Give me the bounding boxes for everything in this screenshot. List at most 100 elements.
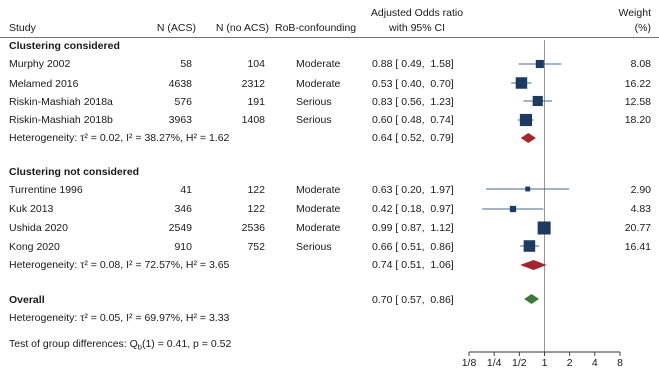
- overall-diamond: [524, 294, 540, 304]
- n-acs-value: 41: [180, 184, 192, 196]
- study-name: Kong 2020: [9, 241, 60, 253]
- rob-value: Serious: [296, 241, 332, 253]
- n-acs-value: 58: [180, 58, 192, 70]
- study-marker: [509, 205, 517, 213]
- study-marker: [532, 95, 543, 107]
- or-ci-text: 0.66 [ 0.51, 0.86]: [372, 241, 454, 253]
- x-tick-label: 1/2: [512, 357, 527, 368]
- study-name: Murphy 2002: [9, 58, 70, 70]
- header-rob: RoB-confounding: [275, 22, 356, 34]
- header-n-acs: N (ACS): [157, 22, 196, 34]
- x-tick-label: 1: [542, 357, 548, 368]
- study-row: Kuk 2013 346 122 Moderate 0.42 [ 0.18, 0…: [9, 203, 651, 215]
- overall-or-ci-text: 0.70 [ 0.57, 0.86]: [372, 294, 454, 306]
- weight-value: 8.08: [631, 58, 652, 70]
- rob-value: Moderate: [296, 78, 341, 90]
- n-acs-value: 3963: [169, 114, 193, 126]
- or-ci-text: 0.42 [ 0.18, 0.97]: [372, 203, 454, 215]
- x-tick-label: 1/4: [487, 357, 502, 368]
- or-ci-text: 0.99 [ 0.87, 1.12]: [372, 222, 454, 234]
- rob-value: Moderate: [296, 222, 341, 234]
- group-differences-test: Test of group differences: Qb(1) = 0.41,…: [9, 338, 231, 352]
- x-axis: 1/8 1/4 1/2 1 2 4 8: [462, 351, 623, 368]
- study-name: Melamed 2016: [9, 78, 79, 90]
- study-name: Ushida 2020: [9, 222, 68, 234]
- pooled-or-ci-text: 0.74 [ 0.51, 1.06]: [372, 259, 454, 271]
- rob-value: Moderate: [296, 184, 341, 196]
- group-test-prefix: Test of group differences: Q: [9, 338, 138, 350]
- rob-value: Moderate: [296, 203, 341, 215]
- study-marker: [515, 77, 528, 89]
- weight-value: 16.22: [625, 78, 651, 90]
- weight-value: 16.41: [625, 241, 651, 253]
- header-or-line2: with 95% CI: [388, 22, 445, 34]
- x-tick-label: 8: [617, 357, 623, 368]
- n-no-acs-value: 122: [247, 184, 265, 196]
- n-no-acs-value: 104: [247, 58, 265, 70]
- weight-value: 12.58: [625, 96, 651, 108]
- heterogeneity-row: Heterogeneity: τ² = 0.02, I² = 38.27%, H…: [9, 132, 454, 144]
- study-marker: [525, 186, 531, 192]
- study-marker: [523, 240, 536, 252]
- group-title: Clustering considered: [9, 40, 120, 52]
- plot-area: [482, 40, 570, 352]
- n-acs-value: 4638: [169, 78, 193, 90]
- n-acs-value: 346: [174, 203, 192, 215]
- study-row: Ushida 2020 2549 2536 Moderate 0.99 [ 0.…: [9, 222, 651, 234]
- weight-value: 20.77: [625, 222, 651, 234]
- header-or-line1: Adjusted Odds ratio: [371, 7, 463, 19]
- header-weight-line1: Weight: [619, 7, 652, 19]
- or-ci-text: 0.53 [ 0.40, 0.70]: [372, 78, 454, 90]
- study-row: Turrentine 1996 41 122 Moderate 0.63 [ 0…: [9, 184, 651, 196]
- n-no-acs-value: 122: [247, 203, 265, 215]
- n-no-acs-value: 2536: [242, 222, 266, 234]
- x-tick-label: 1/8: [462, 357, 477, 368]
- n-no-acs-value: 2312: [242, 78, 266, 90]
- group-test-subscript: b: [138, 343, 142, 352]
- study-marker: [537, 221, 551, 235]
- weight-value: 4.83: [631, 203, 652, 215]
- overall-row: Overall 0.70 [ 0.57, 0.86]: [9, 294, 454, 306]
- heterogeneity-text: Heterogeneity: τ² = 0.02, I² = 38.27%, H…: [9, 132, 230, 144]
- group-test-suffix: (1) = 0.41, p = 0.52: [142, 338, 231, 350]
- study-name: Riskin-Mashiah 2018a: [9, 96, 113, 108]
- study-row: Kong 2020 910 752 Serious 0.66 [ 0.51, 0…: [9, 241, 651, 253]
- pooled-or-ci-text: 0.64 [ 0.52, 0.79]: [372, 132, 454, 144]
- or-ci-text: 0.88 [ 0.49, 1.58]: [372, 58, 454, 70]
- header-study: Study: [9, 22, 37, 34]
- study-marker: [519, 113, 533, 127]
- weight-value: 2.90: [631, 184, 652, 196]
- n-no-acs-value: 1408: [242, 114, 266, 126]
- rob-value: Serious: [296, 96, 332, 108]
- rob-value: Serious: [296, 114, 332, 126]
- rob-value: Moderate: [296, 58, 341, 70]
- study-name: Turrentine 1996: [9, 184, 83, 196]
- study-row: Melamed 2016 4638 2312 Moderate 0.53 [ 0…: [9, 78, 651, 90]
- heterogeneity-text: Heterogeneity: τ² = 0.08, I² = 72.57%, H…: [9, 259, 230, 271]
- x-tick-label: 2: [567, 357, 573, 368]
- n-acs-value: 2549: [169, 222, 193, 234]
- n-acs-value: 576: [174, 96, 192, 108]
- or-ci-text: 0.63 [ 0.20, 1.97]: [372, 184, 454, 196]
- study-name: Riskin-Mashiah 2018b: [9, 114, 113, 126]
- header-weight-line2: (%): [635, 22, 651, 34]
- n-no-acs-value: 752: [247, 241, 265, 253]
- study-marker: [535, 59, 544, 69]
- overall-label: Overall: [9, 294, 45, 306]
- subgroup-diamond: [520, 133, 536, 143]
- n-no-acs-value: 191: [247, 96, 265, 108]
- or-ci-text: 0.83 [ 0.56, 1.23]: [372, 96, 454, 108]
- subgroup-diamond: [520, 260, 547, 270]
- weight-value: 18.20: [625, 114, 651, 126]
- header-n-no-acs: N (no ACS): [216, 22, 269, 34]
- study-row: Murphy 2002 58 104 Moderate 0.88 [ 0.49,…: [9, 58, 651, 70]
- or-ci-text: 0.60 [ 0.48, 0.74]: [372, 114, 454, 126]
- overall-heterogeneity-text: Heterogeneity: τ² = 0.05, I² = 69.97%, H…: [9, 312, 230, 324]
- group-title: Clustering not considered: [9, 166, 139, 178]
- heterogeneity-row: Heterogeneity: τ² = 0.08, I² = 72.57%, H…: [9, 259, 454, 271]
- study-row: Riskin-Mashiah 2018a 576 191 Serious 0.8…: [9, 96, 651, 108]
- study-row: Riskin-Mashiah 2018b 3963 1408 Serious 0…: [9, 114, 651, 126]
- n-acs-value: 910: [174, 241, 192, 253]
- study-name: Kuk 2013: [9, 203, 54, 215]
